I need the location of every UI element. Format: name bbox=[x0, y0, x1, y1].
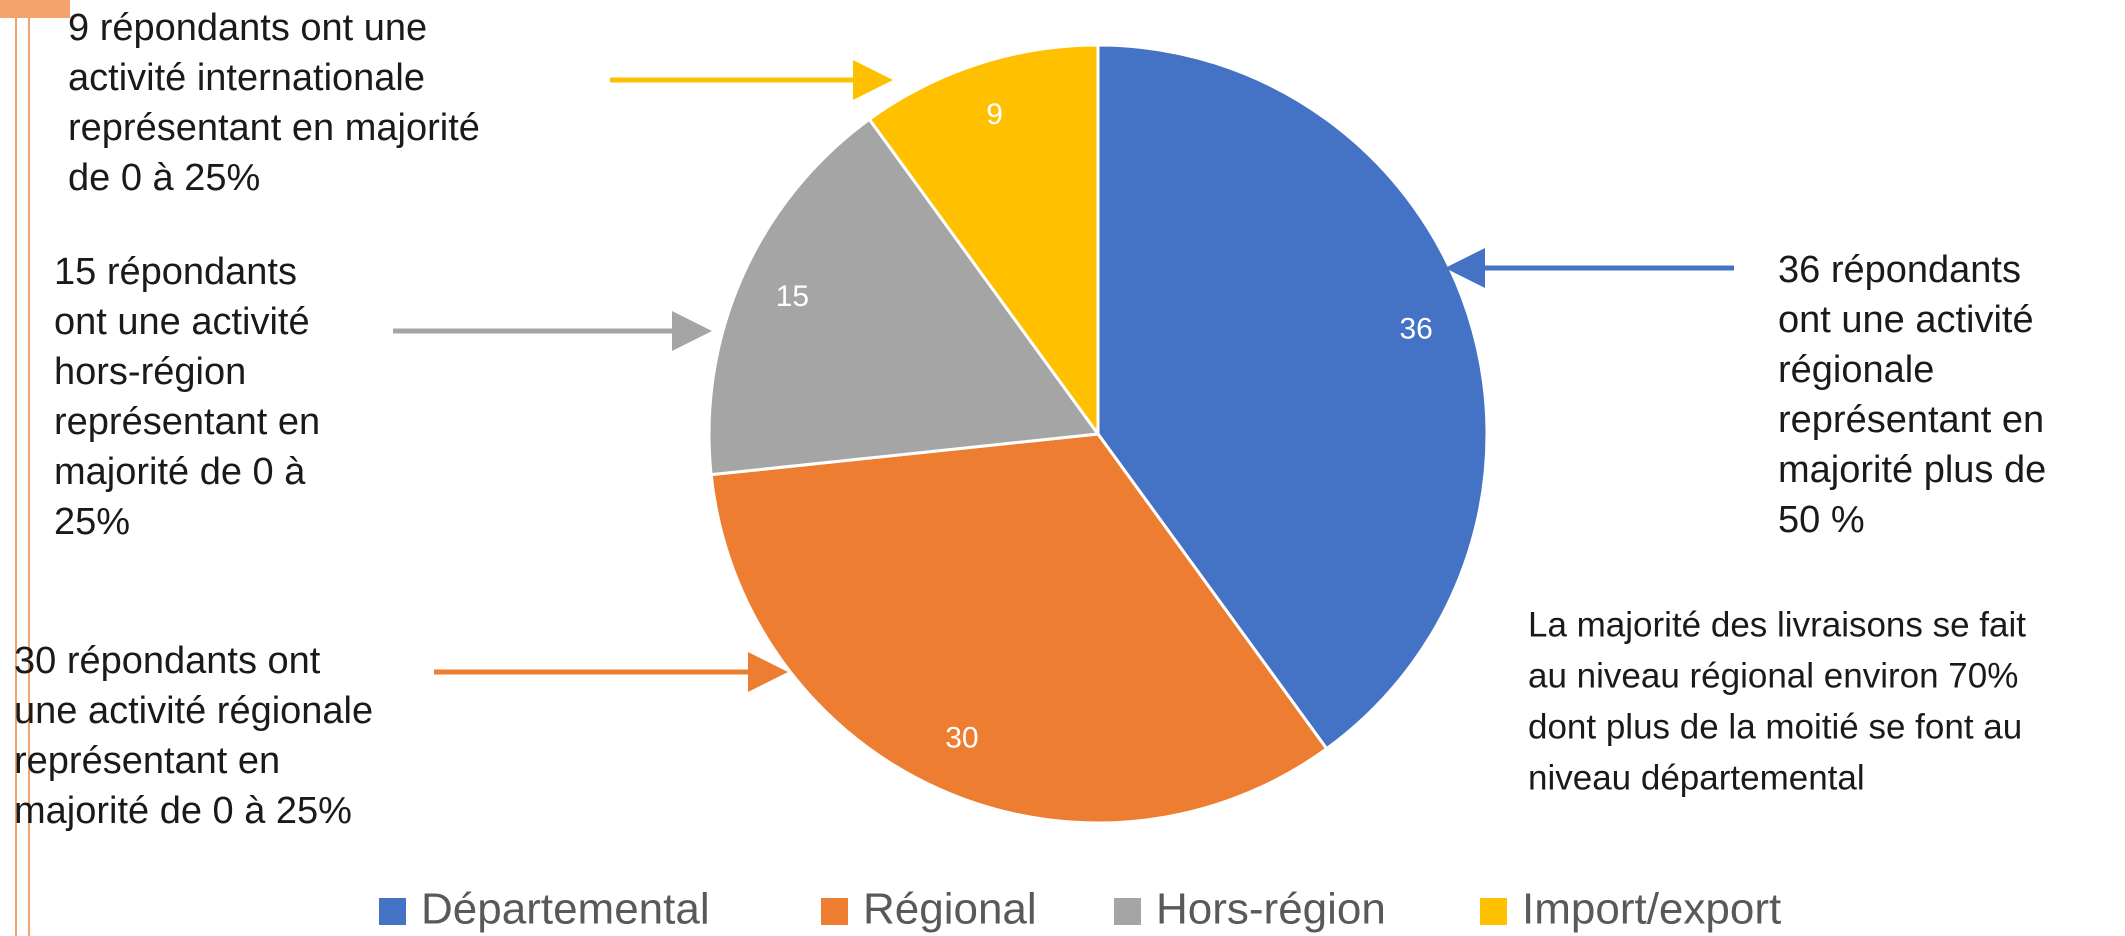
note-text: La majorité des livraisons se fait bbox=[1528, 605, 2026, 644]
legend-swatch bbox=[1114, 898, 1141, 925]
annotation-text: représentant en majorité bbox=[68, 107, 480, 149]
legend-label: Départemental bbox=[421, 885, 710, 934]
annotation-text: majorité de 0 à bbox=[54, 451, 306, 493]
annotation-text: de 0 à 25% bbox=[68, 157, 260, 199]
annotation-text: majorité de 0 à 25% bbox=[14, 790, 352, 832]
note-text: au niveau régional environ 70% bbox=[1528, 656, 2018, 695]
pie-slice bbox=[709, 432, 1329, 825]
pie-slice bbox=[867, 43, 1100, 439]
annotation-text: 30 répondants ont bbox=[14, 640, 321, 682]
legend-label: Import/export bbox=[1522, 885, 1781, 934]
data-label: 30 bbox=[945, 722, 978, 755]
annotation-text: 50 % bbox=[1778, 499, 1865, 541]
annotation-text: hors-région bbox=[54, 351, 246, 393]
annotation-text: 25% bbox=[54, 501, 130, 543]
annotation-text: activité internationale bbox=[68, 57, 425, 99]
legend-swatch bbox=[379, 898, 406, 925]
annotation-text: majorité plus de bbox=[1778, 449, 2046, 491]
data-label: 15 bbox=[776, 280, 809, 313]
annotation-text: 36 répondants bbox=[1778, 249, 2021, 291]
pie-slice bbox=[707, 117, 1101, 477]
annotation-text: ont une activité bbox=[1778, 299, 2034, 341]
data-label: 36 bbox=[1399, 313, 1432, 346]
annotation-text: représentant en bbox=[54, 401, 320, 443]
legend-swatch bbox=[1480, 898, 1507, 925]
legend-label: Régional bbox=[863, 885, 1037, 934]
pie-slice bbox=[1096, 43, 1489, 751]
annotation-text: 9 répondants ont une bbox=[68, 7, 427, 49]
note-text: niveau départemental bbox=[1528, 758, 1865, 797]
annotation-text: représentant en bbox=[1778, 399, 2044, 441]
annotation-text: une activité régionale bbox=[14, 690, 373, 732]
corner-accent bbox=[0, 0, 70, 18]
legend-label: Hors-région bbox=[1156, 885, 1386, 934]
annotation-text: 15 répondants bbox=[54, 251, 297, 293]
data-label: 9 bbox=[986, 98, 1003, 131]
legend-swatch bbox=[821, 898, 848, 925]
note-text: dont plus de la moitié se font au bbox=[1528, 707, 2022, 746]
annotation-text: régionale bbox=[1778, 349, 1934, 391]
annotation-text: représentant en bbox=[14, 740, 280, 782]
annotation-text: ont une activité bbox=[54, 301, 310, 343]
